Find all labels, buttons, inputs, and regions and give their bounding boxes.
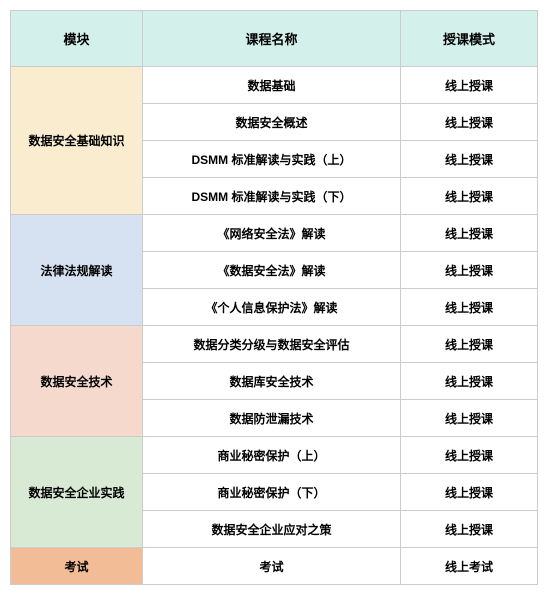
course-cell: DSMM 标准解读与实践（下） — [143, 178, 401, 215]
table-row: 数据安全基础知识数据基础线上授课 — [11, 67, 538, 104]
course-cell: 《网络安全法》解读 — [143, 215, 401, 252]
table-row: 法律法规解读《网络安全法》解读线上授课 — [11, 215, 538, 252]
header-module: 模块 — [11, 11, 143, 67]
mode-cell: 线上授课 — [401, 474, 538, 511]
mode-cell: 线上授课 — [401, 437, 538, 474]
course-cell: 数据防泄漏技术 — [143, 400, 401, 437]
mode-cell: 线上授课 — [401, 363, 538, 400]
module-cell: 数据安全企业实践 — [11, 437, 143, 548]
course-cell: 数据安全企业应对之策 — [143, 511, 401, 548]
table-row: 考试考试线上考试 — [11, 548, 538, 585]
course-cell: 考试 — [143, 548, 401, 585]
mode-cell: 线上授课 — [401, 511, 538, 548]
course-cell: DSMM 标准解读与实践（上） — [143, 141, 401, 178]
module-cell: 法律法规解读 — [11, 215, 143, 326]
module-cell: 考试 — [11, 548, 143, 585]
table-body: 数据安全基础知识数据基础线上授课数据安全概述线上授课DSMM 标准解读与实践（上… — [11, 67, 538, 585]
mode-cell: 线上授课 — [401, 215, 538, 252]
course-cell: 数据分类分级与数据安全评估 — [143, 326, 401, 363]
course-cell: 《数据安全法》解读 — [143, 252, 401, 289]
module-cell: 数据安全基础知识 — [11, 67, 143, 215]
table-header: 模块 课程名称 授课模式 — [11, 11, 538, 67]
module-cell: 数据安全技术 — [11, 326, 143, 437]
course-cell: 数据安全概述 — [143, 104, 401, 141]
mode-cell: 线上授课 — [401, 289, 538, 326]
mode-cell: 线上授课 — [401, 326, 538, 363]
mode-cell: 线上授课 — [401, 178, 538, 215]
course-cell: 商业秘密保护（下） — [143, 474, 401, 511]
header-course: 课程名称 — [143, 11, 401, 67]
course-cell: 数据库安全技术 — [143, 363, 401, 400]
course-cell: 《个人信息保护法》解读 — [143, 289, 401, 326]
mode-cell: 线上授课 — [401, 141, 538, 178]
course-cell: 数据基础 — [143, 67, 401, 104]
mode-cell: 线上授课 — [401, 252, 538, 289]
table-row: 数据安全技术数据分类分级与数据安全评估线上授课 — [11, 326, 538, 363]
mode-cell: 线上授课 — [401, 400, 538, 437]
course-table: 模块 课程名称 授课模式 数据安全基础知识数据基础线上授课数据安全概述线上授课D… — [10, 10, 538, 585]
mode-cell: 线上授课 — [401, 67, 538, 104]
header-mode: 授课模式 — [401, 11, 538, 67]
mode-cell: 线上授课 — [401, 104, 538, 141]
course-cell: 商业秘密保护（上） — [143, 437, 401, 474]
mode-cell: 线上考试 — [401, 548, 538, 585]
table-row: 数据安全企业实践商业秘密保护（上）线上授课 — [11, 437, 538, 474]
